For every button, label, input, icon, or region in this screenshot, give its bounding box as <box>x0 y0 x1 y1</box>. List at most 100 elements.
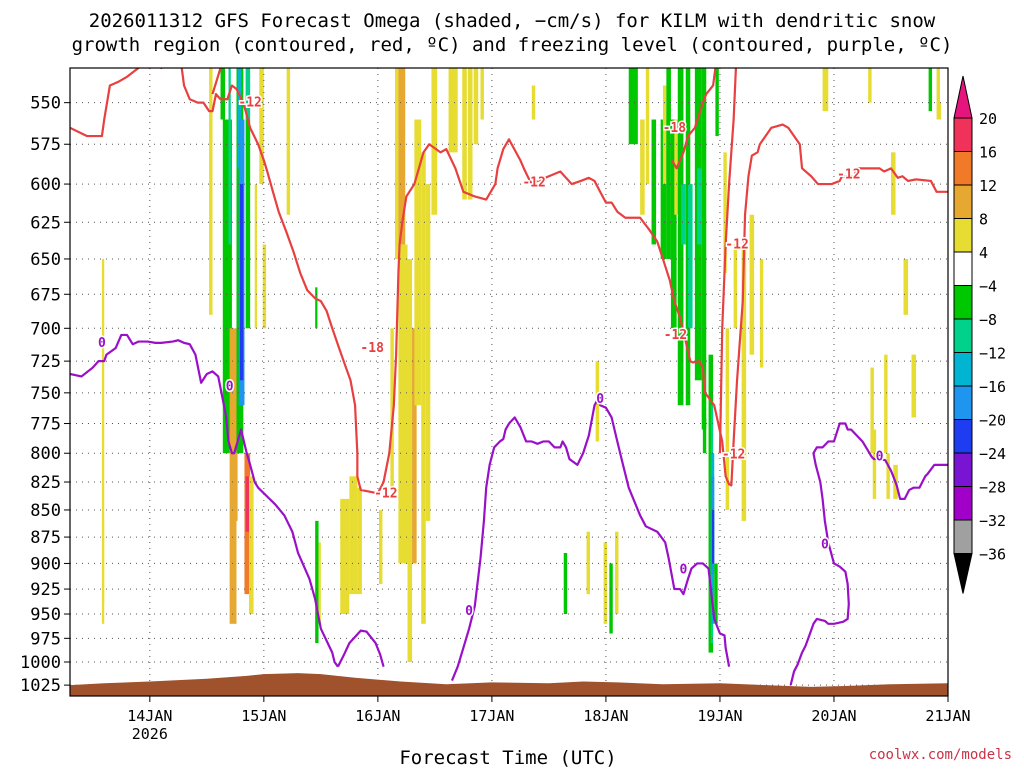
terrain-fill <box>70 673 948 696</box>
y-tick-label-13: 875 <box>30 528 61 548</box>
freezing-label-3: 0 <box>596 392 604 407</box>
omega-cell-19 <box>262 244 267 329</box>
y-tick-label-3: 625 <box>30 213 61 233</box>
y-tick-label-11: 825 <box>30 473 61 493</box>
dgz-contour-1 <box>211 68 222 95</box>
omega-cell-77 <box>741 244 747 521</box>
omega-cell-37 <box>431 68 438 215</box>
omega-cell-79 <box>759 258 764 368</box>
omega-cell-84 <box>884 354 888 454</box>
y-tick-label-16: 950 <box>30 605 61 625</box>
freezing-contour-0 <box>70 333 339 668</box>
dgz-label-0: -12 <box>238 96 261 111</box>
plot-inner: -12 -12 -12 -18 -12 -12 -12 -18 -12 0 0 0 0 0 0 0 <box>70 68 948 696</box>
colorbar-label-8: −16 <box>979 378 1006 396</box>
colorbar-label-12: −32 <box>979 512 1006 530</box>
omega-cell-35 <box>421 152 426 624</box>
omega-shading <box>101 68 942 663</box>
omega-cell-64 <box>697 168 702 245</box>
omega-cell-62 <box>688 184 693 329</box>
freezing-label-0: 0 <box>98 336 106 351</box>
omega-cell-30 <box>398 68 406 245</box>
omega-cell-91 <box>936 68 941 120</box>
colorbar-label-11: −28 <box>979 479 1006 497</box>
omega-cell-88 <box>903 258 909 315</box>
omega-cell-76 <box>733 244 738 329</box>
omega-cell-17 <box>254 184 258 329</box>
freezing-label-1: 0 <box>226 380 234 395</box>
dgz-contours <box>70 68 948 495</box>
omega-cell-48 <box>609 563 613 634</box>
omega-cell-75 <box>725 328 730 510</box>
omega-cell-22 <box>315 520 319 644</box>
omega-cell-16 <box>249 476 254 615</box>
dgz-contour-3 <box>718 68 738 454</box>
x-tick-label-1: 15JAN <box>241 707 286 725</box>
colorbar-band-7 <box>953 352 973 387</box>
colorbar-band-1 <box>953 151 973 186</box>
colorbar-band-11 <box>953 486 973 521</box>
omega-cell-82 <box>870 367 874 454</box>
dgz-labels: -12 -12 -12 -18 -12 -12 -12 -18 -12 <box>237 94 862 503</box>
omega-cell-66 <box>702 417 707 454</box>
omega-cell-72 <box>714 563 718 624</box>
colorbar-band-0 <box>953 117 973 152</box>
freezing-label-5: 0 <box>821 538 829 553</box>
omega-cell-15 <box>245 476 250 532</box>
y-tick-label-6: 700 <box>30 319 61 339</box>
omega-cell-53 <box>651 119 657 245</box>
colorbar-label-3: 8 <box>979 211 988 229</box>
omega-cell-20 <box>286 68 291 215</box>
omega-cell-0 <box>101 258 105 605</box>
colorbar-label-10: −24 <box>979 445 1006 463</box>
omega-cell-24 <box>340 498 350 615</box>
omega-cell-78 <box>749 214 755 355</box>
omega-cell-85 <box>886 453 890 499</box>
omega-cell-81 <box>868 68 872 103</box>
omega-cell-5 <box>228 68 231 245</box>
omega-cell-90 <box>928 68 933 112</box>
omega-cell-54 <box>660 119 667 259</box>
omega-cell-4 <box>222 119 232 454</box>
dgz-label-4: -12 <box>664 328 687 343</box>
omega-cell-86 <box>890 152 896 215</box>
omega-cell-56 <box>666 68 671 259</box>
chart-title-line2: growth region (contoured, red, ºC) and f… <box>72 34 953 56</box>
freezing-label-6: 0 <box>876 450 884 465</box>
colorbar-label-6: −8 <box>979 311 997 329</box>
omega-cell-83 <box>872 429 877 499</box>
omega-cell-51 <box>640 119 645 215</box>
x-axis-label: Forecast Time (UTC) <box>399 747 616 768</box>
freezing-label-4: 0 <box>680 563 688 578</box>
omega-cell-2 <box>209 68 213 315</box>
x-tick-sublabel-0: 2026 <box>132 725 168 743</box>
omega-cell-47 <box>603 542 608 624</box>
colorbar-band-10 <box>953 452 973 487</box>
omega-cell-49 <box>615 531 619 615</box>
y-tick-label-0: 550 <box>30 94 61 114</box>
colorbar-band-12 <box>953 519 973 554</box>
omega-cell-26 <box>357 487 362 595</box>
omega-cell-60 <box>681 184 686 245</box>
colorbar-top-arrow <box>953 75 973 119</box>
x-tick-label-6: 20JAN <box>811 707 856 725</box>
colorbar-band-5 <box>953 285 973 320</box>
omega-cell-80 <box>822 68 829 112</box>
colorbar-band-8 <box>953 385 973 420</box>
colorbar-label-0: 20 <box>979 110 997 128</box>
freezing-contour-2 <box>450 397 731 681</box>
y-tick-label-12: 850 <box>30 501 61 521</box>
y-axis: 550 575 600 625 650 675 700 725 750 775 800 825 850 8… <box>20 94 70 696</box>
omega-cell-57 <box>670 119 677 329</box>
omega-cell-52 <box>645 68 650 185</box>
omega-cell-59 <box>677 68 684 406</box>
y-tick-label-14: 900 <box>30 554 61 574</box>
colorbar-label-13: −36 <box>979 546 1006 564</box>
omega-cell-89 <box>911 354 917 418</box>
dgz-label-8: -12 <box>837 168 860 183</box>
colorbar-label-2: 12 <box>979 177 997 195</box>
omega-cell-28 <box>390 328 394 488</box>
x-tick-label-5: 19JAN <box>697 707 742 725</box>
